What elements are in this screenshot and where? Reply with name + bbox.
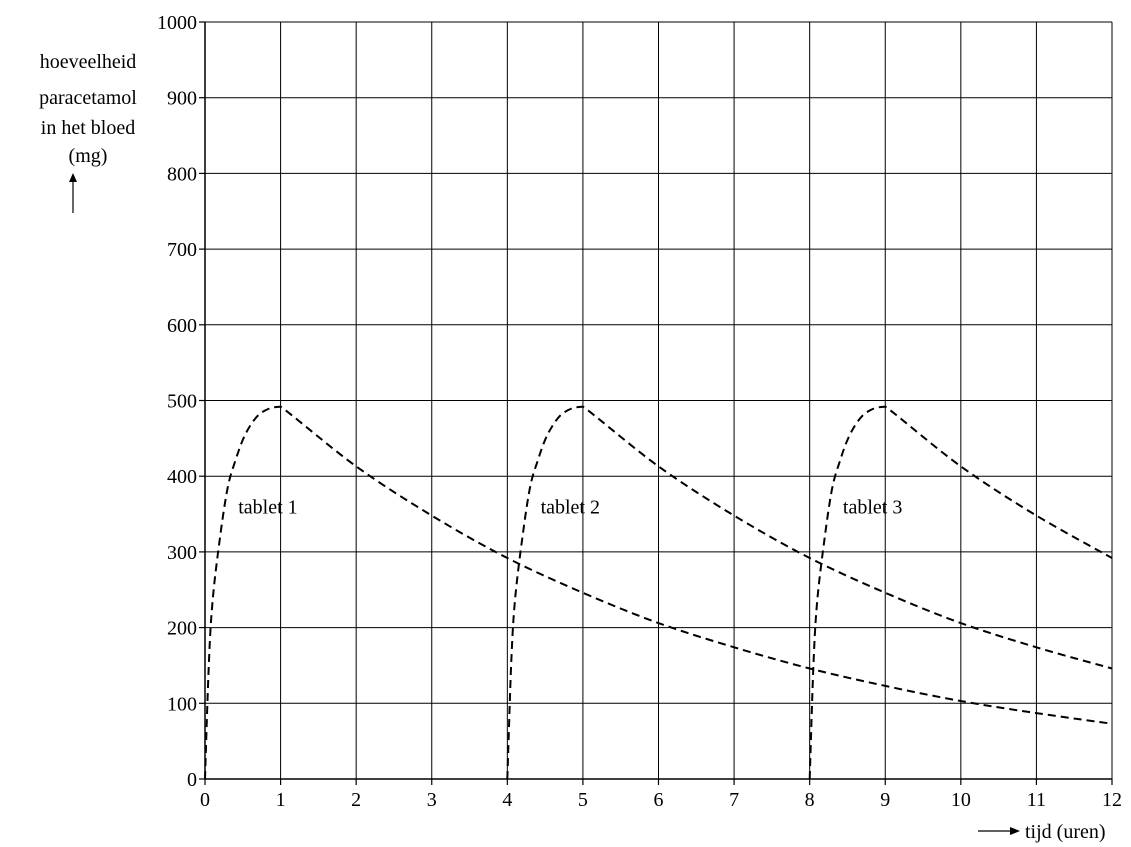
x-tick-label: 6 xyxy=(654,789,664,811)
annotation-label: tablet 2 xyxy=(541,496,600,518)
x-tick-label: 8 xyxy=(805,789,815,811)
y-tick-label: 800 xyxy=(167,163,197,185)
x-tick-label: 7 xyxy=(729,789,739,811)
annotations: tablet 1 tablet 2 tablet 3 xyxy=(238,496,902,518)
x-tick-label: 3 xyxy=(427,789,437,811)
grid-lines xyxy=(204,21,1113,780)
x-tick-label: 1 xyxy=(276,789,286,811)
y-tick-label: 700 xyxy=(167,239,197,261)
y-tick-labels: 0 100 200 300 400 500 600 700 800 900 1000 xyxy=(157,12,205,791)
series-line-tablet-3 xyxy=(808,405,1113,780)
x-tick-label: 9 xyxy=(880,789,890,811)
annotation-label: tablet 1 xyxy=(238,496,297,518)
series-line-tablet-1 xyxy=(204,405,1113,780)
right-arrow-icon xyxy=(978,827,1020,835)
y-tick-label: 900 xyxy=(167,88,197,110)
x-tick-label: 0 xyxy=(200,789,210,811)
x-axis-label: tijd (uren) xyxy=(978,821,1106,843)
x-tick-label: 11 xyxy=(1027,789,1046,811)
y-tick-label: 400 xyxy=(167,466,197,488)
x-axis-label-text: tijd (uren) xyxy=(1025,821,1106,843)
x-tick-labels: 0 1 2 3 4 5 6 7 8 9 10 11 12 xyxy=(200,779,1122,811)
y-axis-label: hoeveelheid paracetamol in het bloed (mg… xyxy=(39,51,137,213)
y-axis-label-line-3: in het bloed xyxy=(41,117,135,139)
series-lines xyxy=(204,405,1113,780)
x-tick-label: 12 xyxy=(1102,789,1122,811)
y-tick-label: 100 xyxy=(167,693,197,715)
x-tick-label: 10 xyxy=(951,789,971,811)
annotation-label: tablet 3 xyxy=(843,496,902,518)
y-axis-label-line-4: (mg) xyxy=(69,145,108,167)
x-tick-label: 4 xyxy=(502,789,512,811)
y-axis-label-line-2: paracetamol xyxy=(39,87,137,109)
y-tick-label: 300 xyxy=(167,542,197,564)
y-tick-label: 500 xyxy=(167,391,197,413)
y-axis-label-line-1: hoeveelheid xyxy=(40,51,137,73)
up-arrow-icon xyxy=(69,173,77,213)
y-tick-label: 600 xyxy=(167,315,197,337)
x-tick-label: 2 xyxy=(351,789,361,811)
y-tick-label: 200 xyxy=(167,618,197,640)
y-tick-label: 1000 xyxy=(157,12,197,34)
x-tick-label: 5 xyxy=(578,789,588,811)
series-line-tablet-2 xyxy=(506,405,1113,780)
y-tick-label: 0 xyxy=(187,769,197,791)
